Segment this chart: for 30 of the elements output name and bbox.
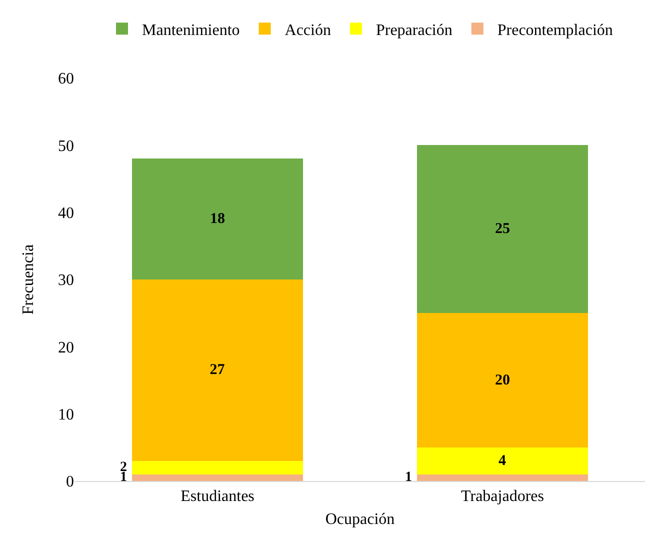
y-tick-label: 30 — [58, 272, 74, 290]
bar — [132, 158, 303, 280]
y-tick-label: 60 — [58, 70, 74, 88]
x-tick-label: Trabajadores — [461, 488, 544, 506]
bar — [132, 280, 303, 461]
data-label: 1 — [120, 470, 127, 485]
bar — [417, 447, 588, 474]
data-label: 25 — [495, 221, 510, 238]
y-tick-label: 20 — [58, 339, 74, 356]
data-label: 20 — [495, 372, 510, 388]
x-tick-label: Estudiantes — [180, 488, 254, 506]
bar — [417, 474, 588, 481]
y-axis-title: Frecuencia — [20, 244, 37, 315]
x-axis-title: Ocupación — [325, 510, 395, 528]
data-label: 1 — [405, 470, 412, 485]
legend-label: Preparación — [376, 22, 452, 39]
data-label: 27 — [210, 362, 226, 378]
bar — [417, 145, 588, 314]
data-label: 18 — [210, 211, 225, 228]
data-label: 4 — [498, 452, 506, 469]
bar — [132, 474, 303, 481]
y-tick-label: 40 — [58, 204, 74, 222]
y-tick-label: 0 — [66, 474, 74, 491]
y-tick-label: 10 — [58, 406, 74, 424]
bar — [132, 460, 303, 474]
legend-label: Mantenimiento — [142, 22, 240, 39]
bar — [417, 313, 588, 448]
legend-label: Acción — [284, 22, 331, 39]
y-tick-label: 50 — [58, 138, 74, 155]
legend-label: Precontemplación — [497, 22, 613, 39]
